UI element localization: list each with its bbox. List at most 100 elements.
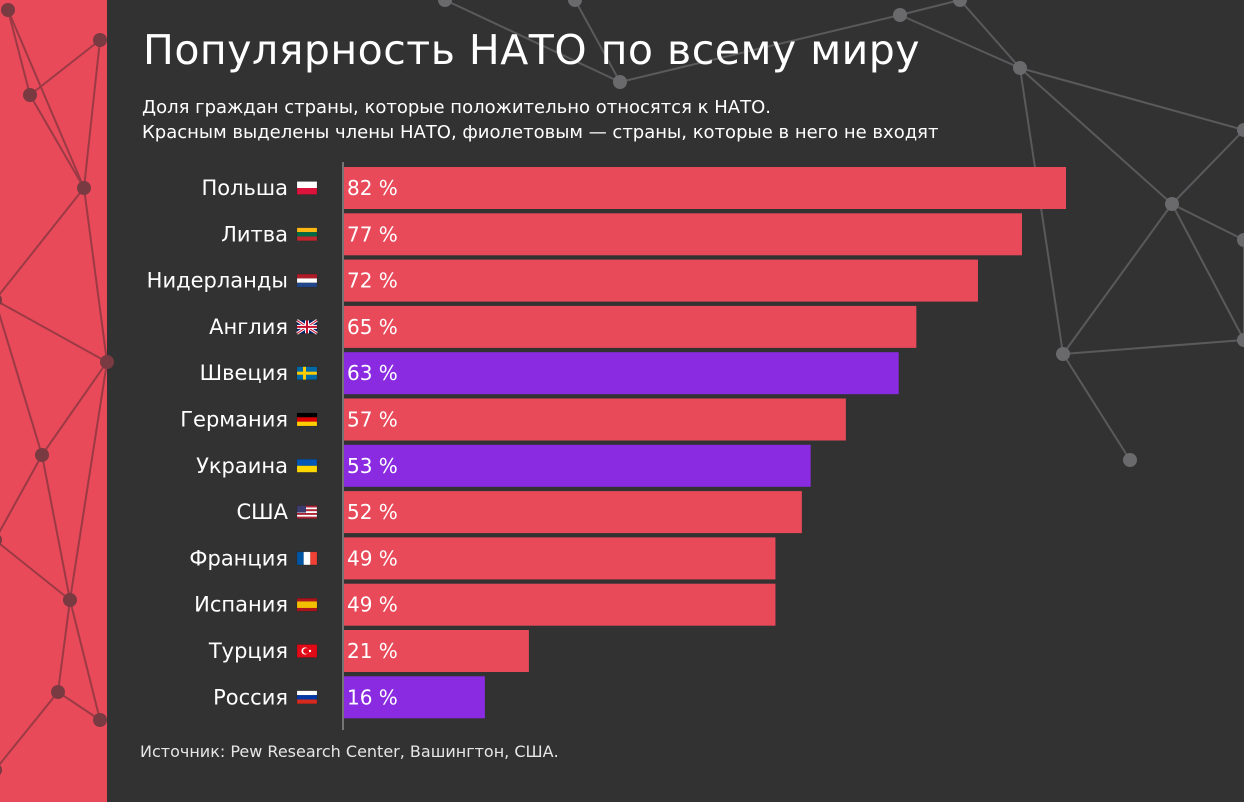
bar-value-label: 49 % — [347, 546, 398, 570]
category-label: Украина — [196, 454, 288, 478]
network-line — [0, 691, 59, 766]
network-node — [953, 0, 967, 7]
flag-ukraine-icon — [296, 459, 318, 473]
bar — [344, 305, 917, 348]
network-line — [1062, 353, 1131, 461]
network-line — [29, 94, 85, 189]
network-node — [51, 685, 65, 699]
subtitle-line-1: Доля граждан страны, которые положительн… — [142, 97, 771, 118]
network-line — [57, 599, 71, 693]
bar-value-label: 53 % — [347, 454, 398, 478]
network-line — [1062, 339, 1244, 355]
network-line — [0, 454, 43, 534]
bar-value-label: 63 % — [347, 361, 398, 385]
network-line — [69, 361, 108, 601]
flag-france-icon — [296, 551, 318, 566]
flag-sweden-icon — [296, 366, 318, 380]
bar — [344, 491, 802, 534]
network-line — [7, 9, 31, 96]
network-node — [893, 8, 907, 22]
network-line — [0, 542, 71, 601]
network-node — [1, 3, 15, 17]
network-node — [0, 295, 2, 305]
bar — [344, 537, 776, 580]
flag-spain-icon — [296, 597, 318, 612]
category-label: Россия — [213, 685, 288, 709]
flag-germany-icon — [296, 412, 318, 427]
bar-value-label: 77 % — [347, 222, 398, 246]
bar-value-label: 16 % — [347, 685, 398, 709]
network-line — [899, 14, 1021, 69]
network-line — [1171, 203, 1244, 241]
category-label: Франция — [189, 546, 288, 570]
network-line — [619, 14, 901, 83]
network-node — [1056, 347, 1070, 361]
category-label: США — [237, 500, 289, 524]
network-line — [1019, 67, 1064, 355]
network-line — [69, 599, 101, 721]
network-node — [568, 0, 582, 7]
bar — [344, 630, 529, 672]
network-node — [1165, 197, 1179, 211]
bar — [344, 167, 1066, 209]
network-line — [0, 301, 108, 363]
category-label: Нидерланды — [147, 269, 288, 293]
bar — [344, 444, 811, 487]
category-label: Литва — [221, 222, 288, 246]
network-line — [444, 0, 621, 83]
network-line — [1019, 67, 1244, 131]
flag-lithuania-icon — [296, 227, 318, 242]
category-label: Польша — [201, 176, 288, 200]
network-line — [29, 39, 101, 96]
network-node — [93, 33, 107, 47]
source-note: Источник: Pew Research Center, Вашингтон… — [140, 742, 559, 761]
network-node — [100, 355, 114, 369]
bar-value-label: 72 % — [347, 269, 398, 293]
network-line — [1062, 203, 1173, 355]
flag-russia-icon — [296, 690, 318, 705]
network-node — [1013, 61, 1027, 75]
network-line — [574, 0, 621, 83]
flag-turkey-icon — [296, 644, 318, 658]
network-node — [0, 765, 2, 775]
network-line — [57, 691, 101, 721]
network-line — [83, 187, 108, 363]
flag-netherlands-icon — [296, 273, 318, 288]
network-line — [0, 313, 43, 456]
bar — [344, 352, 899, 395]
bar — [344, 259, 978, 302]
network-node — [63, 593, 77, 607]
network-node — [613, 75, 627, 89]
bar-value-label: 65 % — [347, 315, 398, 339]
category-label: Испания — [194, 593, 288, 617]
network-line — [41, 454, 71, 601]
flag-uk-icon — [296, 319, 318, 335]
category-label: Англия — [209, 315, 288, 339]
flag-usa-icon — [296, 505, 318, 519]
network-node — [93, 713, 107, 727]
network-node — [1237, 233, 1244, 247]
network-node — [35, 448, 49, 462]
network-line — [899, 0, 961, 16]
network-node — [0, 535, 2, 545]
bar-value-label: 21 % — [347, 639, 398, 663]
bar-value-label: 82 % — [347, 176, 398, 200]
bar — [344, 213, 1022, 256]
bar — [344, 676, 485, 719]
network-node — [438, 0, 452, 7]
subtitle-line-2: Красным выделены члены НАТО, фиолетовым … — [142, 122, 939, 143]
bar-value-label: 52 % — [347, 500, 398, 524]
network-node — [1123, 453, 1137, 467]
category-label: Германия — [180, 408, 288, 432]
network-line — [1019, 67, 1173, 205]
category-label: Турция — [208, 639, 288, 663]
category-label: Швеция — [200, 361, 288, 385]
network-line — [7, 9, 85, 189]
network-node — [23, 88, 37, 102]
network-line — [83, 39, 101, 189]
bar-value-label: 49 % — [347, 593, 398, 617]
page-title: Популярность НАТО по всему миру — [143, 26, 921, 74]
network-line — [959, 0, 1021, 69]
